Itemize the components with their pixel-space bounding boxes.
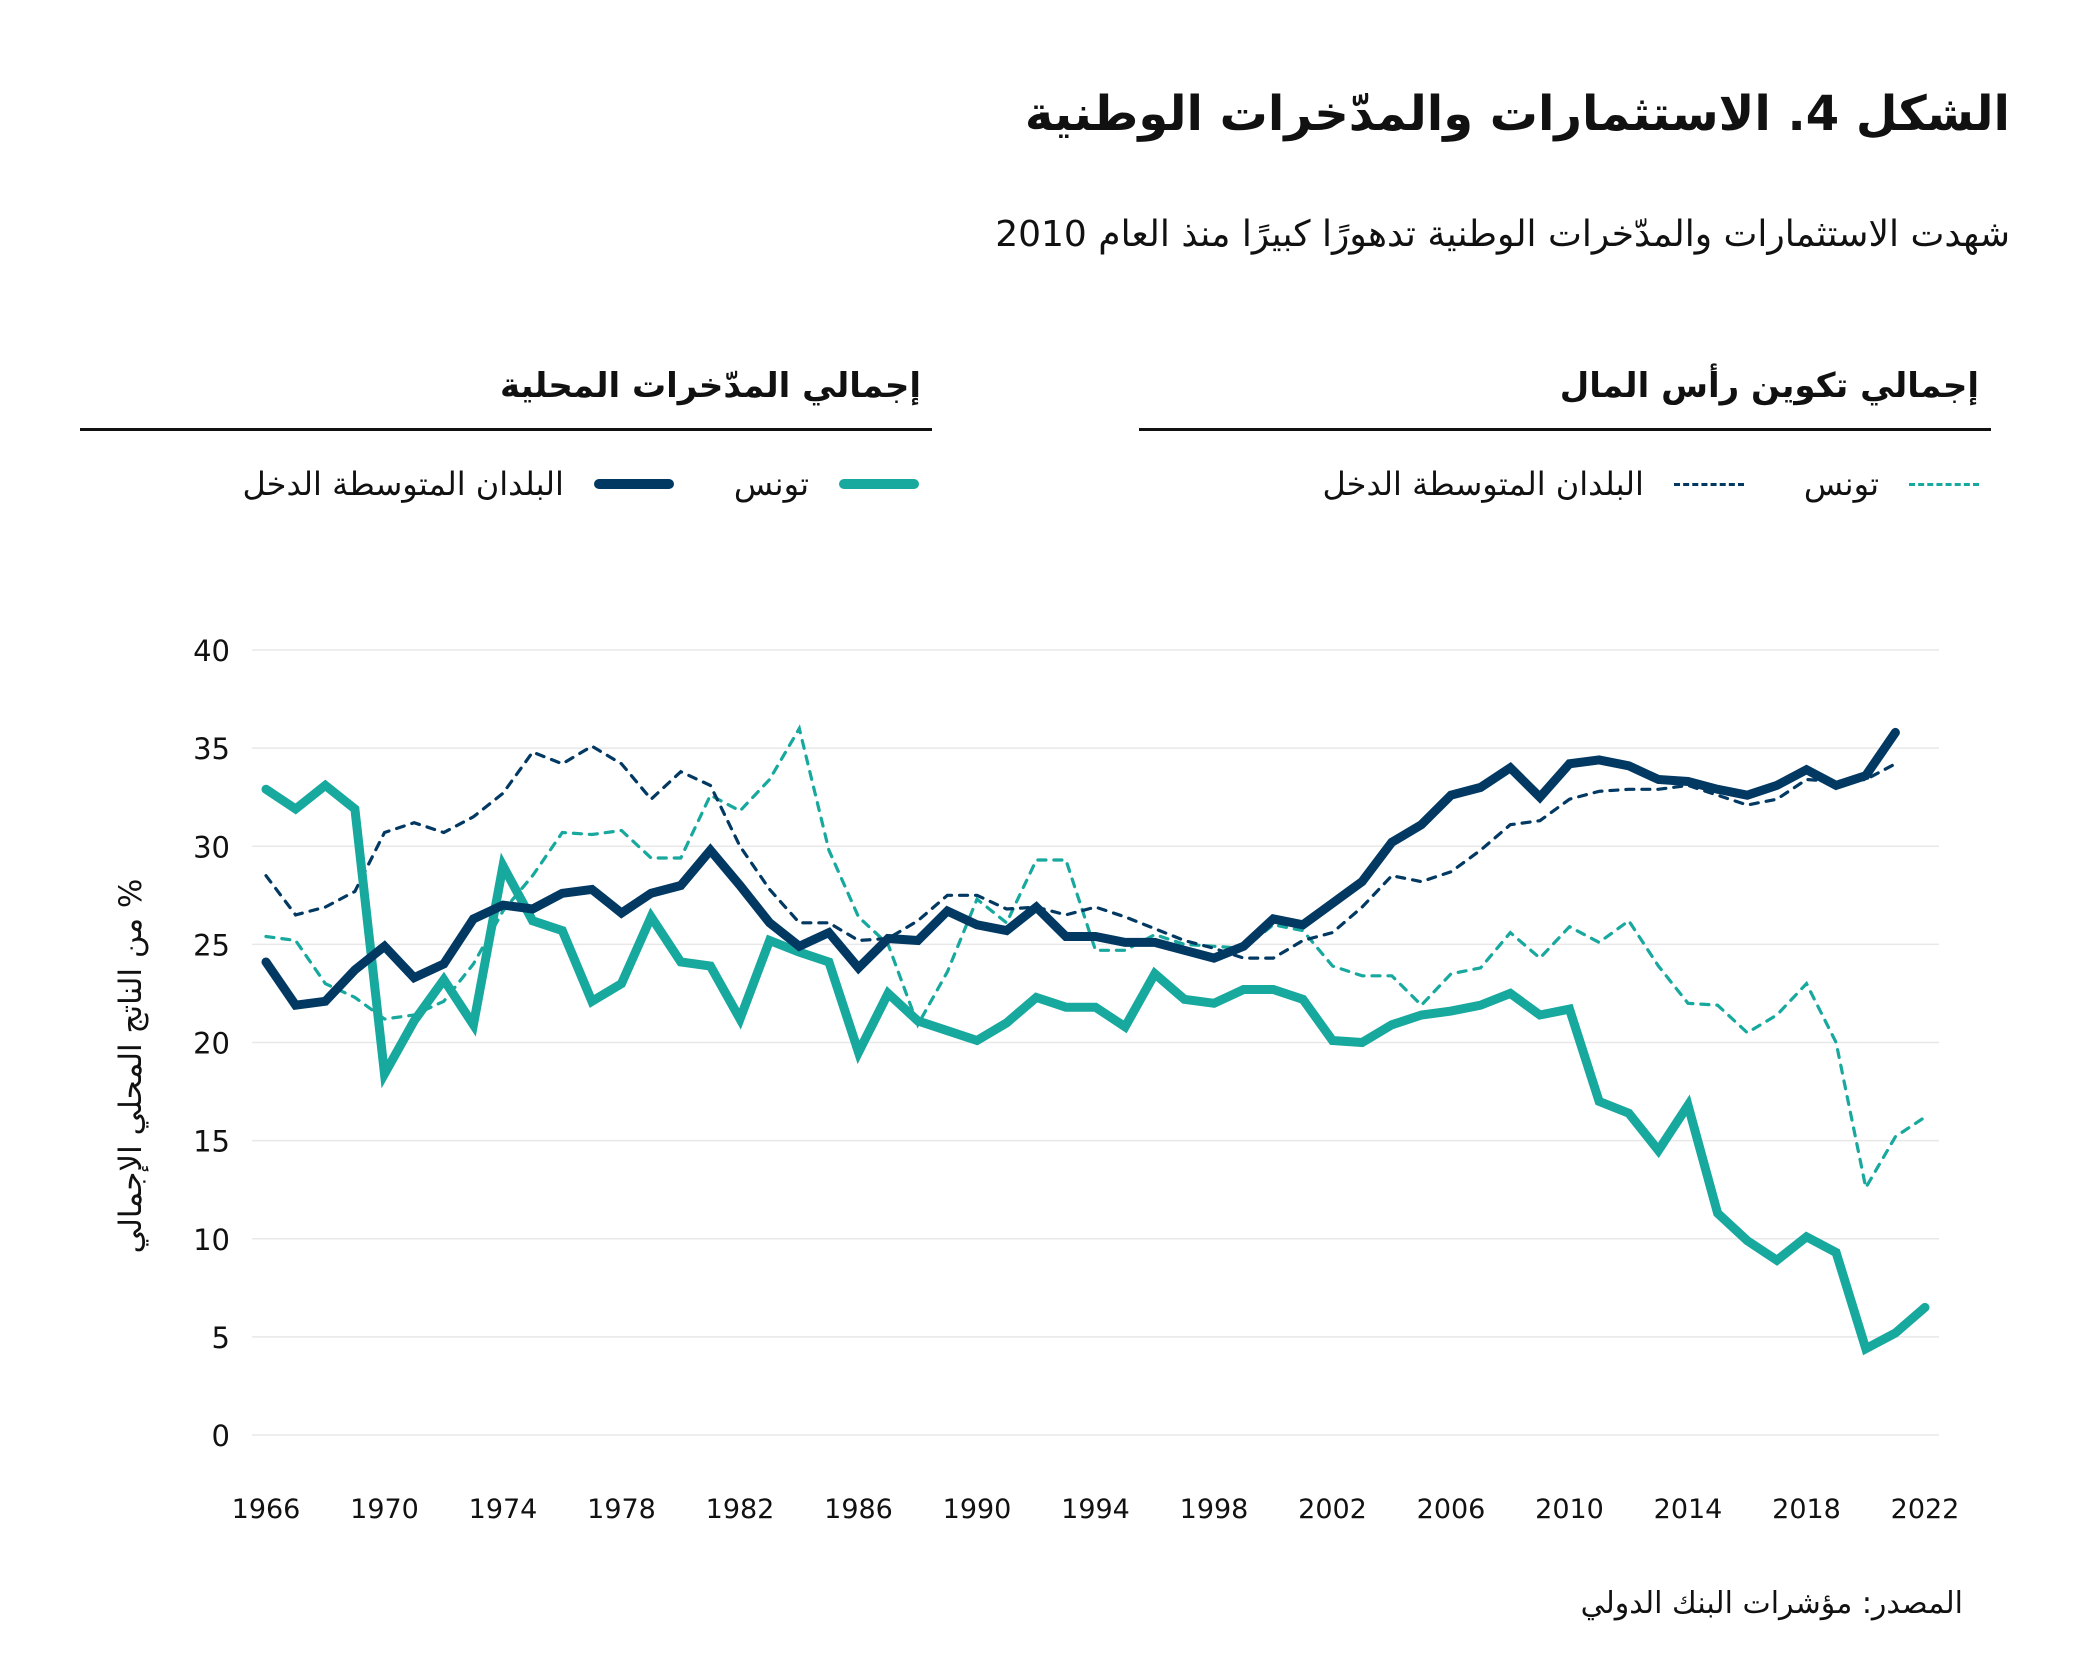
x-tick-label: 1970 [350,1494,419,1525]
x-tick-label: 1986 [824,1494,893,1525]
legend-item-tunisia-gcf: تونس [1804,465,1979,503]
y-tick-label: 20 [193,1027,230,1061]
legend-swatch-dashed-teal [1909,482,1979,486]
y-tick-label: 0 [212,1419,230,1453]
legend-label: تونس [1803,465,1879,503]
legend-item-mic-savings: البلدان المتوسطة الدخل [242,465,674,503]
legend-item-tunisia-savings: تونس [734,465,919,503]
x-tick-label: 1994 [1061,1494,1130,1525]
x-tick-label: 1990 [943,1494,1012,1525]
y-tick-label: 15 [193,1125,230,1159]
y-tick-label: 35 [193,732,230,766]
y-tick-label: 25 [193,928,230,962]
x-tick-label: 1974 [469,1494,538,1525]
x-tick-label: 2018 [1772,1494,1841,1525]
x-tick-label: 2002 [1298,1494,1367,1525]
legend-divider [1139,428,1991,431]
x-tick-label: 2022 [1891,1494,1960,1525]
x-tick-label: 2006 [1417,1494,1486,1525]
source-note: المصدر: مؤشرات البنك الدولي [1580,1586,1963,1621]
y-tick-label: 30 [193,830,230,864]
x-tick-label: 2014 [1654,1494,1723,1525]
x-tick-label: 1982 [706,1494,775,1525]
legend-divider [80,428,932,431]
legend-label: البلدان المتوسطة الدخل [242,465,564,503]
legend-label: تونس [733,465,809,503]
legend-swatch-solid-teal [839,479,919,489]
x-axis-ticks: 1966 1970 1974 1978 1982 1986 1990 1994 1998 2002… [232,1494,1960,1525]
legend-domestic-savings: تونس البلدان المتوسطة الدخل [182,462,919,506]
y-tick-label: 10 [193,1223,230,1257]
legend-swatch-dashed-navy [1673,482,1744,486]
legend-capital-formation: تونس البلدان المتوسطة الدخل [1262,462,1979,506]
legend-item-mic-gcf: البلدان المتوسطة الدخل [1322,465,1744,503]
y-tick-label: 5 [212,1321,230,1355]
legend-label: البلدان المتوسطة الدخل [1322,465,1644,503]
series-line-gcf-tunisia [264,724,1927,1193]
series-line-savings-tunisia [261,779,1930,1356]
x-tick-label: 2010 [1535,1494,1604,1525]
y-axis-ticks: 0 5 10 15 20 25 30 35 40 [193,634,230,1453]
series-line-savings-mic [261,727,1900,1011]
series-line-gcf-mic [264,744,1898,960]
y-tick-label: 40 [193,634,230,668]
series-lines [261,724,1930,1356]
x-tick-label: 1966 [232,1494,301,1525]
x-tick-label: 1998 [1180,1494,1249,1525]
chart-subtitle: شهدت الاستثمارات والمدّخرات الوطنية تدهو… [995,214,2010,255]
legend-header-domestic-savings: إجمالي المدّخرات المحلية [500,366,921,406]
x-tick-label: 1978 [587,1494,656,1525]
legend-swatch-solid-navy [593,479,674,489]
legend-header-capital-formation: إجمالي تكوين رأس المال [1559,366,1979,406]
gridlines [252,649,1939,1436]
chart-title: الشكل 4. الاستثمارات والمدّخرات الوطنية [1024,86,2010,142]
